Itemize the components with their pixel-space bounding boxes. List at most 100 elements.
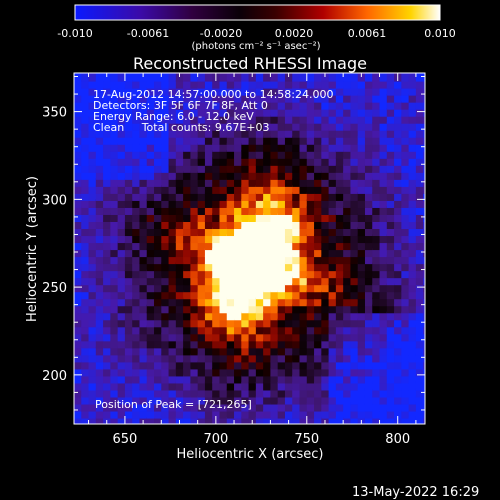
heatmap-cell <box>241 269 250 279</box>
heatmap-cell <box>379 360 389 370</box>
heatmap-cell <box>81 290 90 300</box>
heatmap-cell <box>241 409 250 419</box>
heatmap-cell <box>110 136 119 145</box>
heatmap-cell <box>350 353 360 363</box>
heatmap-cell <box>212 150 221 159</box>
heatmap-cell <box>379 290 389 300</box>
heatmap-cell <box>204 248 214 258</box>
heatmap-cell <box>284 381 294 391</box>
heatmap-cell <box>321 129 330 138</box>
heatmap-cell <box>386 255 396 265</box>
heatmap-cell <box>255 199 265 208</box>
heatmap-cell <box>292 241 301 251</box>
heatmap-cell <box>408 108 418 117</box>
heatmap-cell <box>241 318 250 328</box>
heatmap-cell <box>88 409 98 419</box>
heatmap-cell <box>154 199 163 208</box>
heatmap-cell <box>394 115 403 124</box>
heatmap-cell <box>263 143 272 152</box>
heatmap-cell <box>88 297 98 307</box>
heatmap-cell <box>146 234 156 244</box>
heatmap-cell <box>226 227 236 237</box>
heatmap-cell <box>248 122 258 131</box>
heatmap-cell <box>415 115 425 124</box>
heatmap-cell <box>270 360 280 370</box>
heatmap-cell <box>74 290 83 300</box>
heatmap-cell <box>292 311 301 321</box>
heatmap-cell <box>139 283 149 293</box>
heatmap-cell <box>88 80 98 89</box>
heatmap-cell <box>372 297 381 307</box>
heatmap-cell <box>328 220 338 230</box>
heatmap-cell <box>117 129 127 138</box>
heatmap-cell <box>270 206 280 215</box>
heatmap-cell <box>299 255 309 265</box>
heatmap-cell <box>241 157 250 166</box>
heatmap-cell <box>277 297 287 307</box>
heatmap-cell <box>168 136 178 145</box>
heatmap-cell <box>263 178 272 187</box>
heatmap-cell <box>335 178 345 187</box>
heatmap-cell <box>175 388 185 398</box>
heatmap-cell <box>88 395 98 405</box>
heatmap-cell <box>263 164 272 173</box>
heatmap-cell <box>197 346 207 356</box>
heatmap-cell <box>168 101 178 110</box>
heatmap-cell <box>95 395 105 405</box>
heatmap-cell <box>88 276 98 286</box>
heatmap-cell <box>415 416 425 424</box>
heatmap-cell <box>204 80 214 89</box>
heatmap-cell <box>197 234 207 244</box>
heatmap-cell <box>343 409 352 419</box>
heatmap-cell <box>372 227 381 237</box>
heatmap-cell <box>379 353 389 363</box>
heatmap-cell <box>314 402 323 412</box>
heatmap-cell <box>255 164 265 173</box>
heatmap-cell <box>219 262 229 272</box>
heatmap-cell <box>117 262 127 272</box>
heatmap-cell <box>277 206 287 215</box>
heatmap-cell <box>284 185 294 194</box>
heatmap-cell <box>74 185 83 194</box>
heatmap-cell <box>197 374 207 384</box>
heatmap-cell <box>74 311 83 321</box>
heatmap-cell <box>88 178 98 187</box>
heatmap-cell <box>306 199 316 208</box>
heatmap-cell <box>343 276 352 286</box>
heatmap-cell <box>379 325 389 335</box>
heatmap-cell <box>415 381 425 391</box>
heatmap-cell <box>328 136 338 145</box>
heatmap-cell <box>212 297 221 307</box>
heatmap-cell <box>255 206 265 215</box>
heatmap-cell <box>314 157 323 166</box>
heatmap-cell <box>110 409 119 419</box>
heatmap-cell <box>372 80 381 89</box>
heatmap-cell <box>212 108 221 117</box>
heatmap-cell <box>343 227 352 237</box>
heatmap-cell <box>270 199 280 208</box>
heatmap-cell <box>335 374 345 384</box>
heatmap-cell <box>161 185 170 194</box>
heatmap-cell <box>357 318 367 328</box>
heatmap-cell <box>423 178 425 187</box>
heatmap-cell <box>81 234 90 244</box>
heatmap-cell <box>379 297 389 307</box>
heatmap-cell <box>190 269 199 279</box>
heatmap-cell <box>248 381 258 391</box>
heatmap-cell <box>146 276 156 286</box>
heatmap-cell <box>423 255 425 265</box>
heatmap-cell <box>306 157 316 166</box>
heatmap-cell <box>124 325 134 335</box>
heatmap-cell <box>255 297 265 307</box>
heatmap-cell <box>350 297 360 307</box>
heatmap-cell <box>234 360 243 370</box>
heatmap-cell <box>394 227 403 237</box>
heatmap-cell <box>372 290 381 300</box>
heatmap-cell <box>124 374 134 384</box>
heatmap-cell <box>321 416 330 424</box>
heatmap-cell <box>292 381 301 391</box>
heatmap-cell <box>241 402 250 412</box>
heatmap-cell <box>204 367 214 377</box>
heatmap-cell <box>306 318 316 328</box>
heatmap-cell <box>161 220 170 230</box>
